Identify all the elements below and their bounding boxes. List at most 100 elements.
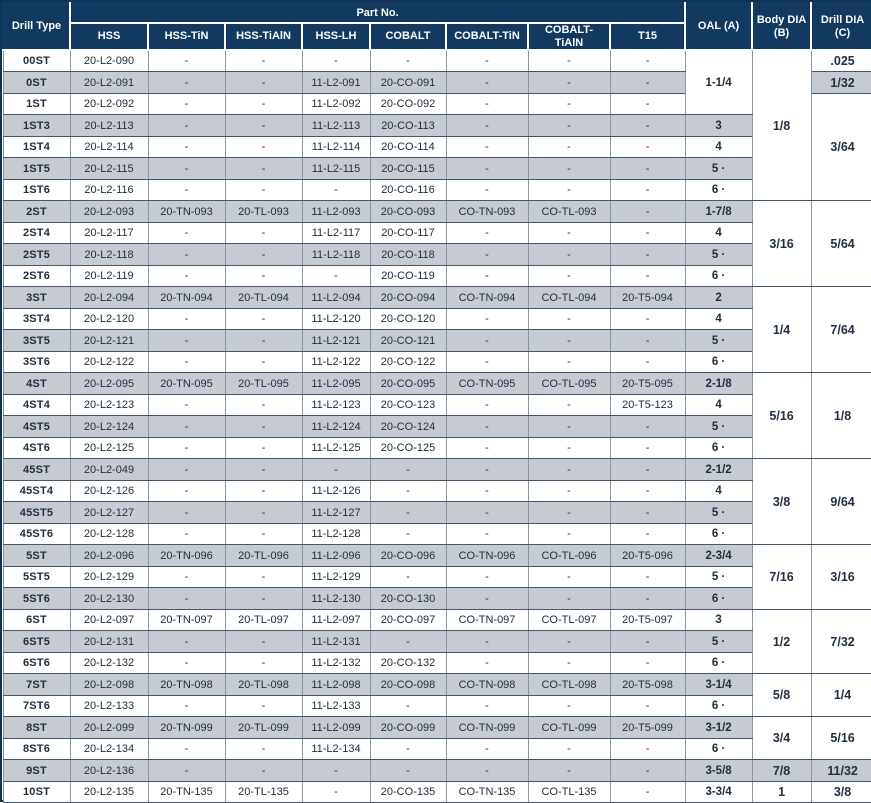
table-row: 0ST 20-L2-091- -11-L2-091 20-CO-091- - -1/32 — [2, 71, 871, 94]
part-no-cell: - — [445, 92, 529, 116]
part-no-cell: - — [527, 759, 611, 782]
drill-dia-cell: 1/4 — [810, 673, 871, 718]
part-no-cell: CO-TN-094 — [445, 286, 529, 309]
part-no-cell: - — [301, 458, 371, 481]
part-no-cell: - — [224, 114, 303, 137]
part-no-cell: 20-L2-126 — [69, 479, 149, 503]
part-no-cell: - — [445, 157, 529, 180]
part-no-cell: CO-TN-135 — [445, 780, 529, 803]
part-no-cell: - — [147, 49, 226, 73]
body-dia-cell: 1/2 — [751, 608, 812, 675]
col-header-cobalt-tin: COBALT-TiN — [445, 21, 529, 52]
drill-type-cell: 8ST6 — [2, 737, 71, 761]
drill-type-cell: 5ST6 — [2, 587, 71, 610]
drill-type-cell: 10ST — [2, 780, 71, 803]
oal-cell: 5 · — [684, 415, 753, 438]
part-no-cell: - — [445, 630, 529, 653]
part-no-cell: 20-TL-093 — [224, 200, 303, 223]
table-row: 1ST3 20-L2-113- -11-L2-113 20-CO-113- - -3 — [2, 114, 871, 137]
table-row: 3ST 20-L2-094 20-TN-094 20-TL-094 11-L2-094 2… — [2, 286, 871, 374]
part-no-cell: - — [527, 651, 611, 675]
body-dia-cell: 7/16 — [751, 544, 812, 610]
oal-cell: 6 · — [684, 694, 753, 718]
part-no-cell: 11-L2-092 — [301, 92, 371, 116]
part-no-cell: - — [609, 49, 686, 73]
oal-cell: 2-1/8 — [684, 372, 753, 395]
part-no-cell: - — [609, 522, 686, 546]
part-no-cell: - — [147, 71, 226, 94]
part-no-cell: - — [609, 350, 686, 374]
part-no-cell: - — [527, 522, 611, 546]
body-dia-cell: 5/16 — [751, 372, 812, 460]
part-no-cell: CO-TL-099 — [527, 716, 611, 739]
oal-cell: 3-1/4 — [684, 673, 753, 696]
table-row: 45ST6 20-L2-128- -11-L2-128- - - -6 · — [2, 522, 871, 546]
part-no-cell: - — [445, 565, 529, 589]
part-no-cell: CO-TL-095 — [527, 372, 611, 395]
part-no-cell: - — [609, 114, 686, 137]
part-no-cell: 20-TN-096 — [147, 544, 226, 567]
part-no-cell: 20-CO-120 — [369, 307, 447, 331]
table-row: 1ST5 20-L2-115- -11-L2-115 20-CO-115- - -5 · — [2, 157, 871, 180]
table-row: 45ST4 20-L2-126- -11-L2-126- - - -4 — [2, 479, 871, 503]
part-no-cell: 20-CO-118 — [369, 243, 447, 266]
part-no-cell: CO-TL-093 — [527, 200, 611, 223]
oal-cell: 3 — [684, 114, 753, 137]
part-no-cell: 20-L2-093 — [69, 200, 149, 223]
part-no-cell: 20-TL-094 — [224, 286, 303, 309]
part-no-cell: 20-TL-095 — [224, 372, 303, 395]
table-row: 4ST4 20-L2-123- -11-L2-123 20-CO-123- -20-T5… — [2, 393, 871, 417]
part-no-cell: 20-L2-136 — [69, 759, 149, 782]
oal-cell: 3-3/4 — [684, 780, 753, 803]
part-no-cell: - — [609, 243, 686, 266]
part-no-cell: - — [147, 694, 226, 718]
part-no-cell: - — [301, 178, 371, 202]
oal-cell: 6 · — [684, 178, 753, 202]
table-row: 10ST 20-L2-135 20-TN-135 20-TL-135-20-CO-13… — [2, 780, 871, 803]
part-no-cell: 20-L2-119 — [69, 264, 149, 288]
part-no-cell: 11-L2-126 — [301, 479, 371, 503]
part-no-cell: - — [445, 522, 529, 546]
part-no-cell: - — [445, 114, 529, 137]
part-no-cell: 11-L2-131 — [301, 630, 371, 653]
oal-cell: 5 · — [684, 501, 753, 524]
part-no-cell: 11-L2-127 — [301, 501, 371, 524]
part-no-cell: 20-CO-115 — [369, 157, 447, 180]
col-header-body-dia: Body DIA (B) — [751, 1, 813, 52]
part-no-cell: 20-CO-119 — [369, 264, 447, 288]
part-no-cell: - — [224, 350, 303, 374]
part-no-cell: 20-TL-097 — [224, 608, 303, 632]
part-no-cell: 11-L2-121 — [301, 329, 371, 352]
part-no-cell: - — [147, 436, 226, 460]
drill-type-cell: 45ST5 — [2, 501, 71, 524]
part-no-cell: - — [445, 71, 529, 94]
col-header-hss: HSS — [69, 21, 149, 52]
part-no-cell: 20-CO-096 — [369, 544, 447, 567]
drill-type-cell: 3ST6 — [2, 350, 71, 374]
part-no-cell: CO-TL-097 — [527, 608, 611, 632]
part-no-cell: 20-TL-096 — [224, 544, 303, 567]
part-no-cell: 20-TL-099 — [224, 716, 303, 739]
part-no-cell: 20-TL-098 — [224, 673, 303, 696]
part-no-cell: 20-CO-113 — [369, 114, 447, 137]
table-row: 3ST5 20-L2-121- -11-L2-121 20-CO-121- - -5 · — [2, 329, 871, 352]
part-no-cell: - — [527, 92, 611, 116]
part-no-cell: - — [527, 458, 611, 481]
part-no-cell: - — [147, 458, 226, 481]
oal-cell: 5 · — [684, 630, 753, 653]
part-no-cell: 20-CO-124 — [369, 415, 447, 438]
part-no-cell: - — [147, 178, 226, 202]
col-header-t15: T15 — [608, 21, 687, 52]
part-no-cell: - — [147, 737, 226, 761]
part-no-cell: 20-CO-130 — [369, 587, 447, 610]
part-no-cell: - — [527, 565, 611, 589]
part-no-cell: 20-T5-123 — [609, 393, 686, 417]
part-no-cell: - — [147, 501, 226, 524]
part-no-cell: 20-L2-124 — [69, 415, 149, 438]
part-no-cell: - — [609, 630, 686, 653]
oal-cell: 3-5/8 — [684, 759, 753, 782]
part-no-cell: 11-L2-094 — [301, 286, 371, 309]
part-no-cell: - — [527, 264, 611, 288]
part-no-cell: - — [147, 307, 226, 331]
oal-cell: 5 · — [684, 157, 753, 180]
